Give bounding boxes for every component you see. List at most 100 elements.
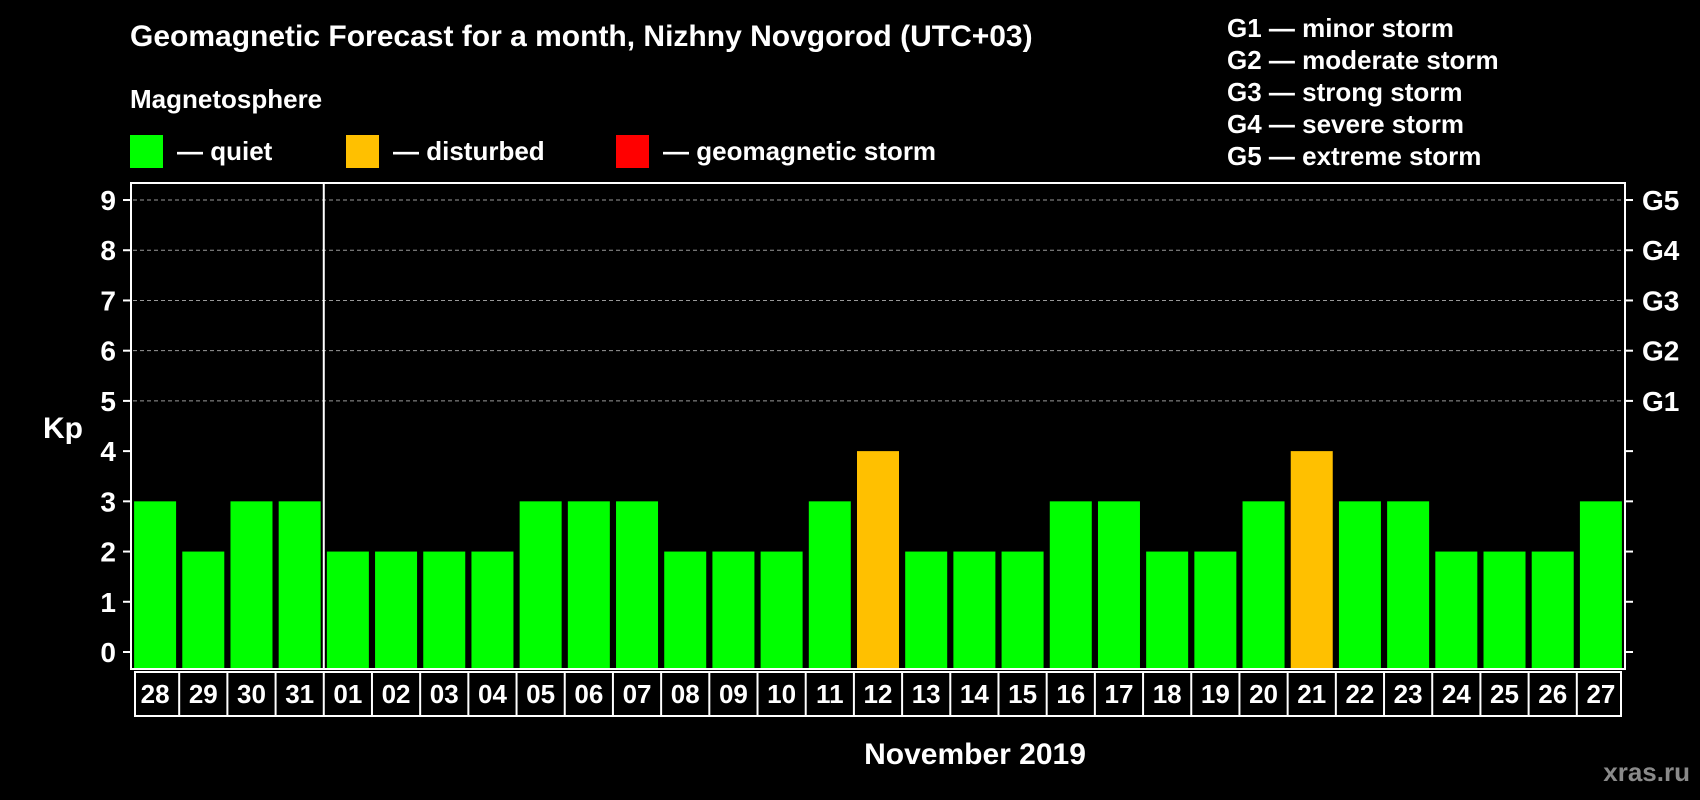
y-tick-label: 4	[100, 436, 116, 467]
x-tick-label: 09	[719, 679, 748, 709]
kp-bar	[423, 551, 466, 668]
x-tick-label: 06	[574, 679, 603, 709]
x-tick-label: 29	[189, 679, 218, 709]
x-tick-label: 15	[1008, 679, 1037, 709]
g-scale-legend: G1 — minor storm G2 — moderate storm G3 …	[1227, 12, 1499, 172]
legend-disturbed: — disturbed	[346, 134, 545, 168]
g-level-label: G3	[1642, 285, 1679, 316]
kp-bar	[857, 451, 899, 668]
y-axis-label: Kp	[43, 412, 83, 445]
kp-bar	[905, 551, 948, 668]
y-tick-label: 0	[100, 637, 116, 668]
x-tick-label: 04	[478, 679, 507, 709]
g-scale-item: G3 — strong storm	[1227, 77, 1463, 107]
x-tick-label: 17	[1105, 679, 1134, 709]
x-tick-label: 13	[912, 679, 941, 709]
g-level-label: G4	[1642, 235, 1680, 266]
x-tick-label: 30	[237, 679, 266, 709]
x-tick-label: 14	[960, 679, 989, 709]
x-tick-label: 28	[141, 679, 170, 709]
legend-storm-swatch	[616, 134, 649, 168]
y-tick-label: 7	[100, 285, 116, 316]
x-tick-label: 03	[430, 679, 459, 709]
x-tick-label: 08	[671, 679, 700, 709]
x-tick-label: 31	[285, 679, 314, 709]
kp-bar	[134, 501, 177, 668]
kp-bar	[953, 551, 996, 668]
x-tick-label: 07	[623, 679, 652, 709]
legend-storm: — geomagnetic storm	[616, 134, 937, 168]
kp-bar	[1531, 551, 1574, 668]
x-tick-label: 21	[1297, 679, 1326, 709]
g-level-label: G1	[1642, 386, 1679, 417]
x-tick-label: 22	[1345, 679, 1374, 709]
kp-bar	[712, 551, 755, 668]
kp-bar	[1146, 551, 1189, 668]
x-tick-label: 02	[382, 679, 411, 709]
x-tick-label: 26	[1538, 679, 1567, 709]
legend-disturbed-swatch	[346, 134, 379, 168]
x-tick-label: 01	[333, 679, 362, 709]
x-tick-label: 27	[1586, 679, 1615, 709]
x-label-row	[134, 671, 1622, 717]
legend-quiet: — quiet	[130, 134, 273, 168]
kp-bar	[471, 551, 514, 668]
x-tick-label: 18	[1153, 679, 1182, 709]
kp-bar	[278, 501, 321, 668]
legend-quiet-label: — quiet	[177, 135, 273, 166]
kp-bar	[808, 501, 851, 668]
x-tick-label: 25	[1490, 679, 1519, 709]
kp-bar	[1242, 501, 1285, 668]
g-scale-item: G4 — severe storm	[1227, 109, 1465, 139]
kp-bar	[1001, 551, 1044, 668]
y-tick-label: 5	[100, 386, 116, 417]
kp-bar	[760, 551, 803, 668]
y-tick-label: 6	[100, 336, 116, 367]
x-tick-label: 23	[1394, 679, 1423, 709]
x-tick-label: 24	[1442, 679, 1471, 709]
legend-storm-label: — geomagnetic storm	[663, 135, 937, 166]
magnetosphere-label: Magnetosphere	[130, 84, 323, 114]
g-scale-item: G2 — moderate storm	[1227, 45, 1499, 75]
y-tick-label: 2	[100, 537, 116, 568]
kp-bar	[182, 551, 225, 668]
kp-bar	[1338, 501, 1381, 668]
g-scale-item: G1 — minor storm	[1227, 13, 1454, 43]
kp-bar	[616, 501, 659, 668]
kp-bar	[1194, 551, 1237, 668]
kp-bar	[1435, 551, 1478, 668]
g-level-label: G2	[1642, 336, 1679, 367]
legend-disturbed-label: — disturbed	[393, 135, 545, 166]
kp-bar	[375, 551, 418, 668]
x-tick-label: 10	[767, 679, 796, 709]
kp-bar	[230, 501, 273, 668]
x-tick-label: 12	[864, 679, 893, 709]
kp-bar	[1097, 501, 1140, 668]
kp-bar	[1290, 451, 1333, 668]
kp-bar	[1579, 501, 1622, 668]
g-scale-item: G5 — extreme storm	[1227, 141, 1482, 171]
plot-frame	[130, 182, 1626, 670]
kp-bar	[326, 551, 369, 668]
x-tick-label: 05	[526, 679, 555, 709]
y-tick-label: 3	[100, 486, 116, 517]
g-level-label: G5	[1642, 185, 1679, 216]
x-tick-label: 20	[1249, 679, 1278, 709]
x-tick-label: 19	[1201, 679, 1230, 709]
kp-bar	[1049, 501, 1092, 668]
x-tick-label: 16	[1056, 679, 1085, 709]
kp-bar	[567, 501, 610, 668]
y-tick-label: 1	[100, 587, 116, 618]
x-axis-label: November 2019	[864, 738, 1086, 771]
kp-bar	[1483, 551, 1526, 668]
y-tick-label: 9	[100, 185, 116, 216]
kp-bar	[1387, 501, 1430, 668]
chart-title: Geomagnetic Forecast for a month, Nizhny…	[130, 20, 1033, 53]
watermark: xras.ru	[1603, 757, 1690, 787]
kp-bar	[664, 551, 707, 668]
kp-bar	[519, 501, 562, 668]
y-tick-label: 8	[100, 235, 116, 266]
legend-quiet-swatch	[130, 134, 163, 168]
x-tick-label: 11	[816, 679, 844, 709]
